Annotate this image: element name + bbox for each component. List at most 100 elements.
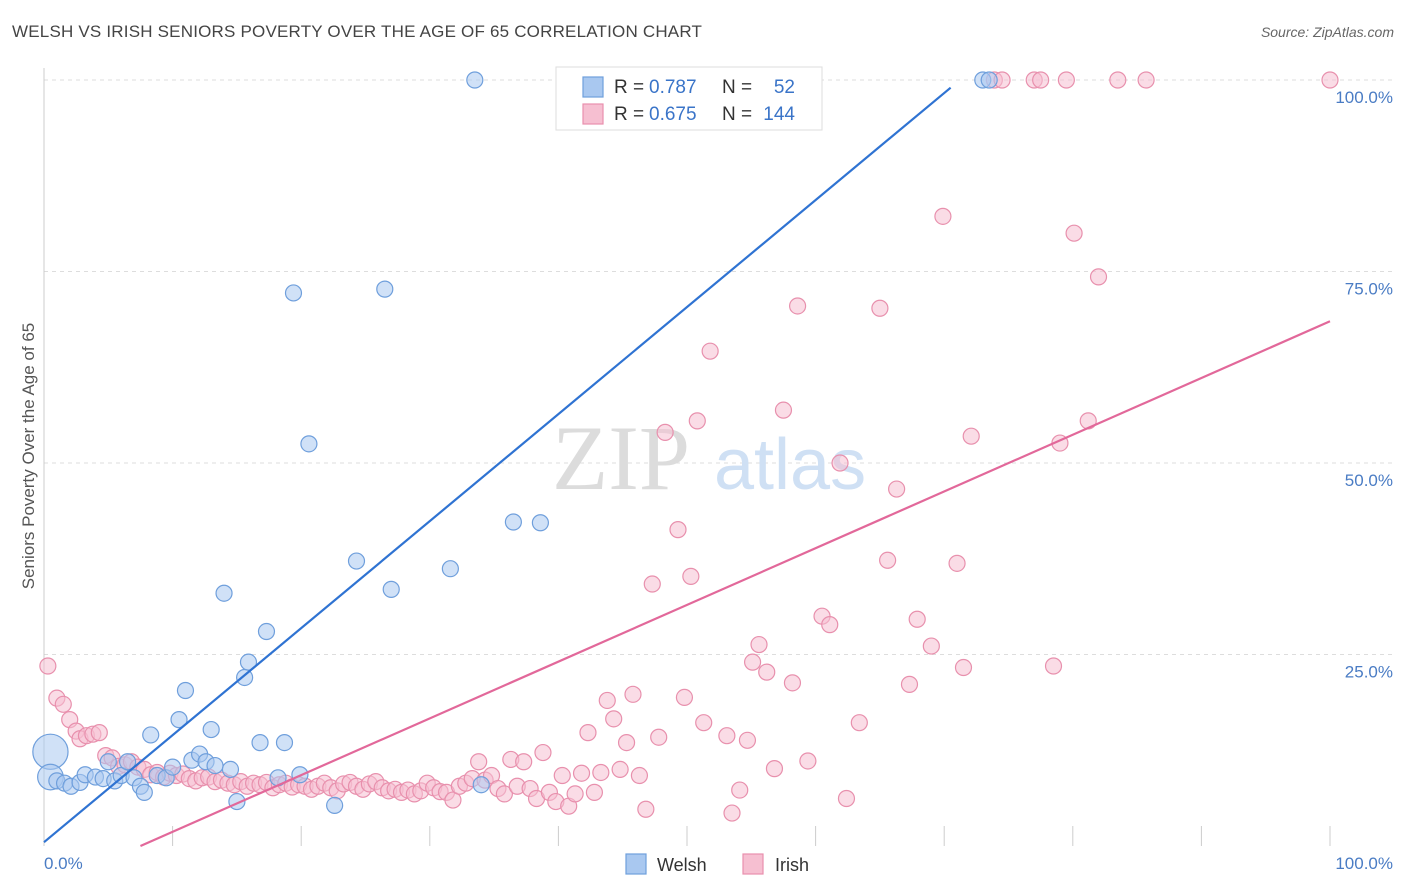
legend-n-value-irish: 144 bbox=[763, 104, 795, 125]
irish-point bbox=[774, 401, 793, 419]
irish-point bbox=[617, 733, 636, 752]
welsh-point bbox=[215, 584, 233, 602]
welsh-point bbox=[504, 513, 522, 531]
welsh-point bbox=[531, 514, 549, 532]
welsh-points bbox=[32, 71, 998, 815]
y-tick-label: 100.0% bbox=[1335, 88, 1393, 107]
welsh-point bbox=[300, 435, 318, 453]
irish-point bbox=[954, 658, 973, 677]
legend-swatch-welsh bbox=[582, 76, 604, 98]
irish-point bbox=[630, 766, 649, 785]
x-tick-label: 0.0% bbox=[44, 854, 83, 873]
irish-point bbox=[900, 675, 919, 693]
irish-point bbox=[515, 753, 533, 771]
irish-point bbox=[731, 781, 749, 799]
irish-point bbox=[948, 554, 966, 572]
welsh-point bbox=[170, 711, 188, 729]
trend-lines bbox=[43, 86, 1331, 848]
irish-point bbox=[837, 789, 856, 808]
welsh-point bbox=[135, 783, 153, 801]
irish-point bbox=[718, 727, 736, 745]
x-tick-label: 100.0% bbox=[1335, 854, 1393, 873]
irish-point bbox=[695, 714, 713, 732]
irish-point bbox=[1044, 657, 1063, 675]
irish-point bbox=[682, 567, 700, 585]
legend-top: R = 0.787 N = 52 R = 0.675 N = 144 bbox=[555, 66, 823, 131]
irish-point bbox=[1065, 224, 1083, 242]
irish-point bbox=[650, 728, 668, 746]
tick-labels: 25.0% 50.0% 75.0% 100.0% 0.0% 100.0% bbox=[44, 88, 1393, 873]
source-credit: Source: ZipAtlas.com bbox=[1260, 24, 1394, 40]
irish-point bbox=[553, 766, 571, 785]
irish-point bbox=[750, 635, 768, 654]
welsh-point bbox=[206, 756, 224, 775]
irish-point bbox=[1137, 71, 1155, 89]
welsh-point bbox=[472, 776, 490, 794]
welsh-point bbox=[202, 720, 220, 739]
irish-point bbox=[1321, 71, 1339, 89]
irish-point bbox=[1109, 71, 1127, 89]
irish-point bbox=[643, 575, 661, 593]
watermark-zip: ZIP bbox=[552, 407, 690, 509]
irish-point bbox=[908, 610, 926, 628]
irish-point bbox=[566, 785, 584, 803]
welsh-trend-line bbox=[43, 86, 952, 844]
irish-point bbox=[831, 454, 849, 472]
welsh-point bbox=[275, 733, 294, 752]
irish-point bbox=[821, 616, 839, 634]
irish-point bbox=[783, 674, 802, 692]
irish-point bbox=[758, 663, 776, 681]
irish-point bbox=[1089, 268, 1108, 286]
watermark: ZIP atlas bbox=[552, 407, 866, 509]
irish-point bbox=[850, 714, 868, 732]
irish-point bbox=[637, 800, 655, 818]
welsh-point bbox=[251, 733, 269, 752]
irish-point bbox=[962, 427, 980, 445]
irish-point bbox=[656, 423, 674, 441]
irish-point bbox=[1057, 71, 1075, 89]
irish-point bbox=[879, 551, 897, 569]
irish-point bbox=[624, 685, 642, 703]
welsh-point bbox=[221, 760, 240, 779]
legend-swatch-irish bbox=[582, 103, 604, 125]
irish-point bbox=[788, 297, 807, 315]
irish-point bbox=[54, 695, 72, 713]
irish-point bbox=[738, 731, 757, 749]
irish-point bbox=[1032, 71, 1050, 89]
welsh-point bbox=[326, 796, 344, 815]
welsh-point bbox=[441, 560, 459, 578]
irish-point bbox=[470, 753, 488, 771]
irish-point bbox=[688, 412, 706, 430]
irish-point bbox=[592, 763, 610, 782]
irish-point bbox=[90, 724, 108, 742]
welsh-point bbox=[176, 681, 195, 700]
irish-point bbox=[605, 710, 623, 728]
welsh-point bbox=[164, 758, 182, 776]
welsh-point bbox=[284, 284, 303, 302]
welsh-point bbox=[257, 622, 276, 641]
irish-point bbox=[598, 691, 616, 710]
legend-bottom: Welsh Irish bbox=[625, 853, 809, 875]
legend-n-label-irish: N = bbox=[722, 104, 752, 125]
welsh-point bbox=[382, 580, 400, 598]
legend-bottom-swatch-welsh bbox=[625, 853, 647, 875]
welsh-point bbox=[239, 653, 258, 671]
welsh-point bbox=[347, 552, 366, 570]
irish-point bbox=[701, 342, 719, 360]
irish-point bbox=[765, 760, 784, 778]
irish-point bbox=[922, 637, 940, 655]
legend-r-label-welsh: R = bbox=[614, 77, 644, 98]
legend-r-value-irish: 0.675 bbox=[649, 104, 697, 125]
irish-point bbox=[579, 724, 597, 742]
axes bbox=[43, 68, 1331, 846]
welsh-point bbox=[376, 280, 394, 298]
chart-title: WELSH VS IRISH SENIORS POVERTY OVER THE … bbox=[12, 22, 703, 41]
irish-point bbox=[444, 791, 462, 809]
legend-n-label-welsh: N = bbox=[722, 77, 752, 98]
irish-point bbox=[934, 207, 952, 225]
irish-point bbox=[534, 743, 552, 762]
irish-point bbox=[675, 688, 694, 706]
irish-point bbox=[572, 764, 591, 782]
legend-bottom-swatch-irish bbox=[742, 853, 764, 875]
